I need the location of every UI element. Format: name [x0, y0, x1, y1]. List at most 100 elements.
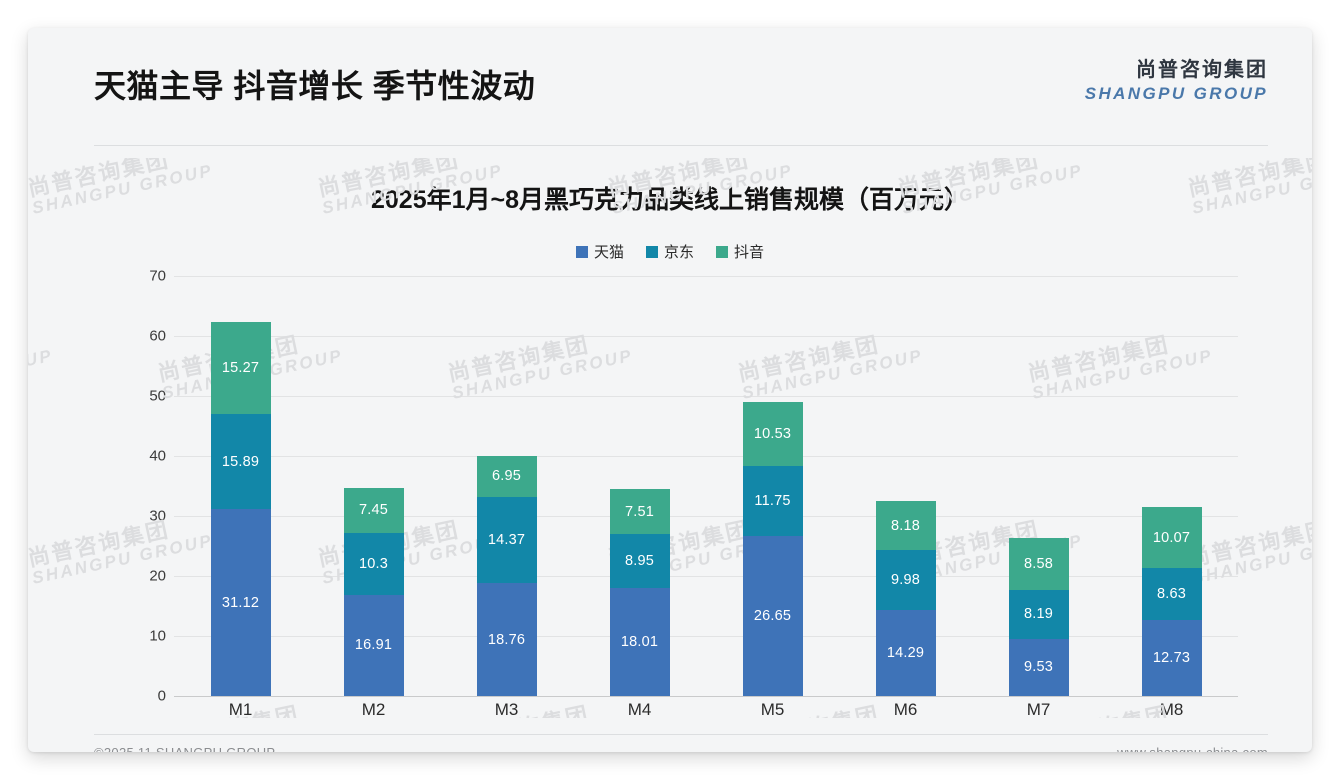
bar-value-label: 9.53: [1023, 659, 1054, 676]
header-divider: [94, 145, 1268, 146]
bar-segment-M8-抖音[interactable]: 10.07: [1141, 507, 1202, 568]
bar-segment-M2-天猫[interactable]: 16.91: [343, 594, 404, 696]
y-axis-tick-60: 60: [149, 327, 166, 345]
bar-value-label: 8.19: [1023, 606, 1054, 623]
y-axis-tick-70: 70: [149, 267, 166, 285]
bar-value-label: 18.76: [487, 631, 526, 648]
legend-item-天猫[interactable]: 天猫: [575, 241, 624, 262]
chart-legend: 天猫 京东 抖音: [28, 241, 1312, 262]
x-axis-labels: M1 M2 M3 M4 M5 M6 M7 M8: [174, 700, 1238, 734]
chart-title: 2025年1月~8月黑巧克力品类线上销售规模（百万元）: [370, 186, 970, 214]
bar-value-label: 14.37: [487, 532, 526, 549]
gridline-20: [174, 576, 1238, 577]
bar-value-label: 12.73: [1152, 649, 1191, 666]
bar-segment-M6-京东[interactable]: 9.98: [875, 550, 936, 611]
brand-logo: 尚普咨询集团 SHANGPU GROUP: [1085, 60, 1268, 102]
gridline-50: [174, 396, 1238, 397]
bar-value-label: 26.65: [753, 608, 792, 625]
footer-divider: [94, 734, 1268, 735]
gridline-10: [174, 636, 1238, 637]
legend-label: 京东: [663, 244, 694, 261]
bar-group-M5[interactable]: 26.65 11.75 10.53: [742, 402, 803, 696]
bar-value-label: 10.53: [753, 426, 792, 443]
x-axis-label-M7: M7: [1026, 700, 1051, 719]
bar-value-label: 8.58: [1023, 555, 1054, 572]
bar-segment-M4-抖音[interactable]: 7.51: [609, 489, 670, 535]
bar-segment-M7-天猫[interactable]: 9.53: [1008, 638, 1069, 696]
bar-group-M2[interactable]: 16.91 10.3 7.45: [343, 488, 404, 696]
bar-segment-M3-天猫[interactable]: 18.76: [476, 583, 537, 696]
gridline-0: [174, 696, 1238, 697]
bar-value-label: 8.95: [624, 553, 655, 570]
bar-value-label: 7.45: [358, 502, 389, 519]
bar-value-label: 31.12: [221, 594, 260, 611]
legend-swatch-icon: [645, 245, 658, 258]
bar-series-layer: 31.12 15.89 15.27 16.91 10.3 7.45 18.76 14.37 6.…: [174, 276, 1238, 696]
bar-segment-M2-京东[interactable]: 10.3: [343, 532, 404, 595]
x-axis-label-M3: M3: [494, 700, 519, 719]
bar-value-label: 6.95: [491, 468, 522, 485]
legend-item-京东[interactable]: 京东: [645, 241, 694, 262]
bar-segment-M2-抖音[interactable]: 7.45: [343, 488, 404, 533]
bar-segment-M1-京东[interactable]: 15.89: [210, 413, 271, 510]
bar-segment-M1-天猫[interactable]: 31.12: [210, 509, 271, 696]
x-axis-label-M2: M2: [361, 700, 386, 719]
bar-value-label: 14.29: [886, 645, 925, 662]
y-axis-tick-30: 30: [149, 507, 166, 525]
bar-segment-M7-抖音[interactable]: 8.58: [1008, 538, 1069, 590]
bar-segment-M4-京东[interactable]: 8.95: [609, 534, 670, 588]
watermark-en: SHANGPU GROUP: [28, 345, 55, 403]
x-axis-label-M4: M4: [627, 700, 652, 719]
legend-label: 抖音: [734, 244, 765, 261]
chart-plot-area: 0 10 20 30 40 50 60 70 31.12 15.89 15.27 16.91 10.3…: [128, 268, 1238, 705]
y-axis-tick-20: 20: [149, 567, 166, 585]
x-axis-label-M6: M6: [893, 700, 918, 719]
bar-segment-M5-京东[interactable]: 11.75: [742, 465, 803, 537]
bar-group-M7[interactable]: 9.53 8.19 8.58: [1008, 538, 1069, 696]
bar-segment-M6-天猫[interactable]: 14.29: [875, 610, 936, 696]
bar-value-label: 18.01: [620, 633, 659, 650]
gridline-70: [174, 276, 1238, 277]
bar-group-M1[interactable]: 31.12 15.89 15.27: [210, 322, 271, 696]
y-axis-tick-10: 10: [149, 627, 166, 645]
bar-group-M6[interactable]: 14.29 9.98 8.18: [875, 501, 936, 696]
bar-value-label: 7.51: [624, 503, 655, 520]
bar-group-M4[interactable]: 18.01 8.95 7.51: [609, 489, 670, 696]
slide-footer: ©2025.11 SHANGPU GROUP www.shangpu-china…: [28, 742, 1312, 752]
legend-swatch-icon: [575, 245, 588, 258]
gridline-40: [174, 456, 1238, 457]
bar-segment-M3-抖音[interactable]: 6.95: [476, 455, 537, 498]
legend-swatch-icon: [716, 245, 728, 258]
footer-copyright: ©2025.11 SHANGPU GROUP: [94, 745, 275, 752]
bar-value-label: 11.75: [754, 492, 791, 509]
bar-group-M3[interactable]: 18.76 14.37 6.95: [476, 455, 537, 696]
bar-segment-M6-抖音[interactable]: 8.18: [875, 501, 936, 551]
bar-group-M8[interactable]: 12.73 8.63 10.07: [1141, 507, 1202, 696]
bar-segment-M5-抖音[interactable]: 10.53: [742, 402, 803, 466]
y-axis-tick-40: 40: [149, 447, 166, 465]
bar-value-label: 9.98: [890, 572, 921, 589]
x-axis-label-M5: M5: [760, 700, 785, 719]
legend-item-抖音[interactable]: 抖音: [716, 241, 764, 262]
footer-website: www.shangpu-china.com: [1117, 745, 1268, 752]
bar-segment-M8-京东[interactable]: 8.63: [1141, 567, 1202, 620]
page-title: 天猫主导 抖音增长 季节性波动: [94, 68, 536, 104]
watermark-cn: 尚普咨询集团: [28, 694, 51, 718]
y-axis-tick-50: 50: [149, 387, 166, 405]
bar-value-label: 15.89: [221, 453, 260, 470]
slide-card: 尚普咨询集团 SHANGPU GROUP 尚普咨询集团 SHANGPU GROUP 尚普…: [28, 28, 1312, 752]
bar-segment-M8-天猫[interactable]: 12.73: [1141, 619, 1202, 696]
bar-value-label: 15.27: [221, 360, 260, 377]
x-axis-label-M1: M1: [228, 700, 253, 719]
bar-segment-M7-京东[interactable]: 8.19: [1008, 589, 1069, 639]
bar-segment-M5-天猫[interactable]: 26.65: [742, 536, 803, 696]
watermark-cn: 尚普咨询集团: [28, 324, 51, 385]
bar-value-label: 10.07: [1152, 529, 1191, 546]
bar-segment-M1-抖音[interactable]: 15.27: [210, 322, 271, 414]
bar-value-label: 8.63: [1156, 585, 1187, 602]
bar-segment-M3-京东[interactable]: 14.37: [476, 497, 537, 584]
bar-segment-M4-天猫[interactable]: 18.01: [609, 587, 670, 696]
bar-value-label: 10.3: [358, 555, 389, 572]
